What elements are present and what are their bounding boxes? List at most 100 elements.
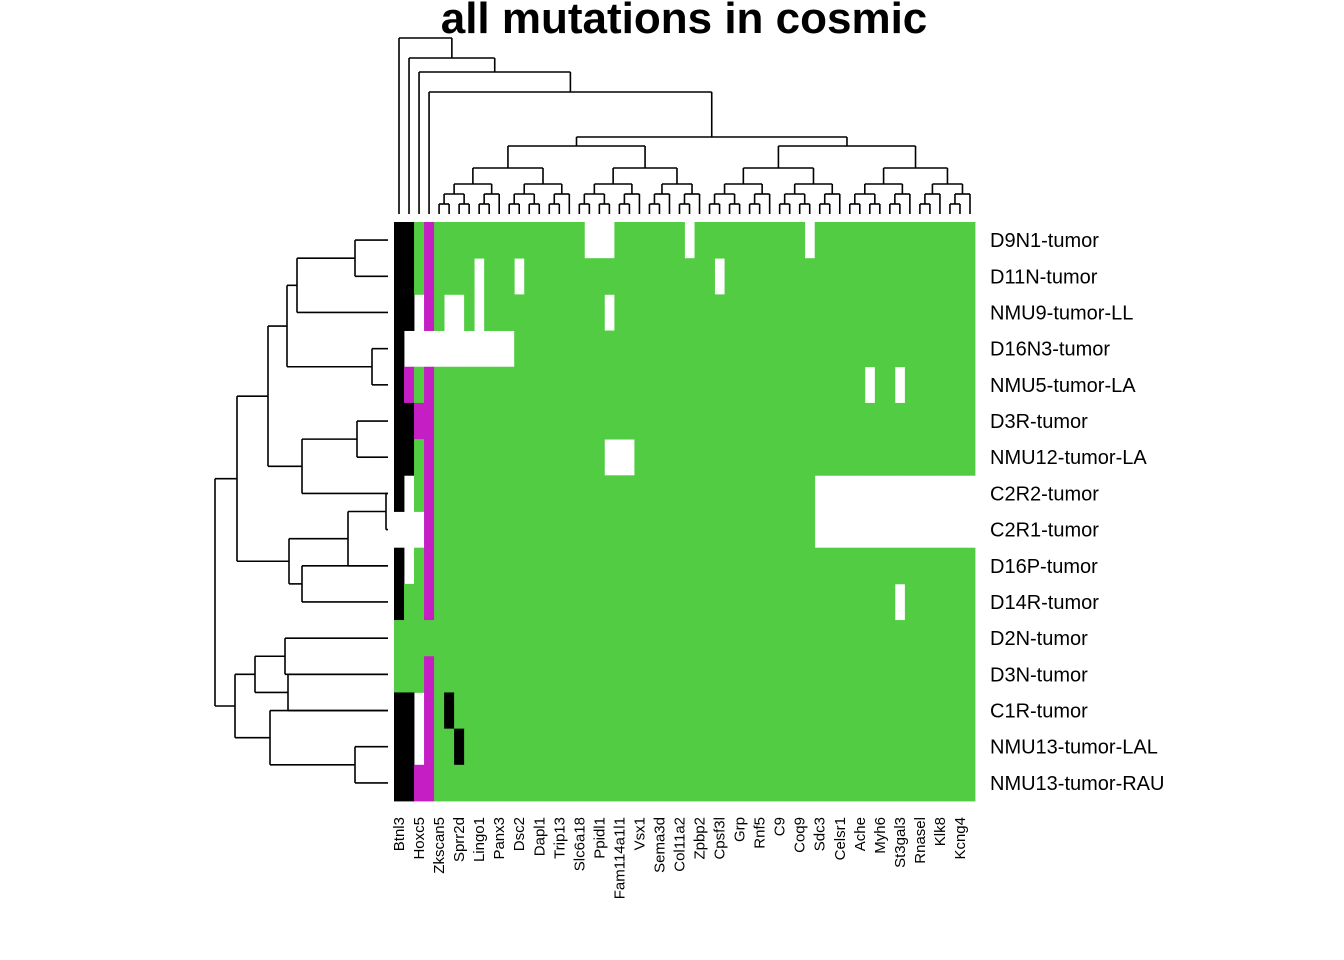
heatmap-cell	[594, 656, 605, 693]
heatmap-cell	[424, 547, 435, 585]
row-label: NMU12-tumor-LA	[990, 447, 1147, 469]
heatmap-cell	[424, 656, 435, 693]
heatmap-cell	[464, 366, 475, 404]
heatmap-cell	[464, 439, 475, 476]
heatmap-cell	[804, 475, 816, 512]
heatmap-cell	[934, 222, 946, 259]
heatmap-cell	[524, 583, 535, 621]
heatmap-cell	[794, 294, 806, 331]
column-label: Myh6	[872, 817, 889, 854]
heatmap-cell	[574, 547, 585, 585]
heatmap-cell	[714, 620, 725, 657]
heatmap-cell	[464, 222, 475, 259]
heatmap-cell	[804, 656, 816, 693]
heatmap-cell	[694, 366, 705, 404]
column-label: Btnl3	[391, 817, 408, 851]
heatmap-cell	[874, 692, 886, 730]
heatmap-cell	[914, 620, 926, 657]
heatmap-cell	[654, 692, 665, 730]
heatmap-cell	[874, 620, 886, 657]
heatmap-cell	[724, 620, 735, 657]
heatmap-cell	[854, 366, 866, 404]
row-label: NMU9-tumor-LL	[990, 303, 1133, 325]
heatmap-cell	[664, 439, 675, 476]
heatmap-cell	[494, 258, 505, 295]
heatmap-cell	[684, 439, 695, 476]
heatmap-cell	[744, 547, 756, 585]
heatmap-cell	[524, 402, 535, 440]
heatmap-cell	[634, 258, 645, 295]
heatmap-cell	[914, 294, 926, 331]
heatmap-cell	[404, 692, 415, 730]
heatmap-cell	[894, 764, 906, 802]
heatmap-cell	[534, 764, 545, 802]
heatmap-cell	[464, 402, 475, 440]
heatmap-cell	[554, 366, 565, 404]
heatmap-cell	[904, 294, 916, 331]
heatmap-cell	[684, 656, 695, 693]
heatmap-cell	[594, 620, 605, 657]
heatmap-cell	[644, 222, 655, 259]
heatmap-cell	[624, 583, 635, 621]
heatmap-cell	[414, 475, 425, 512]
heatmap-cell	[954, 294, 966, 331]
heatmap-cell	[444, 547, 455, 585]
heatmap-cell	[844, 547, 856, 585]
heatmap-cell	[704, 475, 715, 512]
heatmap-cell	[684, 330, 695, 368]
heatmap-cell	[664, 656, 675, 693]
heatmap-cell	[794, 728, 806, 766]
heatmap-cell	[394, 547, 405, 585]
heatmap-cell	[854, 439, 866, 476]
heatmap-cell	[724, 402, 735, 440]
heatmap-cell	[444, 583, 455, 621]
heatmap-cell	[964, 728, 976, 766]
heatmap-cell	[394, 583, 405, 621]
heatmap-cell	[454, 439, 465, 476]
heatmap-cell	[834, 439, 846, 476]
heatmap-cell	[444, 764, 455, 802]
heatmap-cell	[844, 620, 856, 657]
heatmap-cell	[644, 656, 655, 693]
heatmap-cell	[494, 692, 505, 730]
heatmap-cell	[414, 258, 425, 295]
heatmap-cell	[794, 402, 806, 440]
heatmap-cell	[794, 511, 806, 549]
heatmap-cell	[714, 583, 725, 621]
heatmap-cell	[814, 258, 826, 295]
heatmap-cell	[764, 330, 776, 368]
heatmap-cell	[794, 439, 806, 476]
heatmap-cell	[764, 294, 776, 331]
heatmap-cell	[594, 402, 605, 440]
row-labels: D9N1-tumor D11N-tumor NMU9-tumor-LL D16N3-t…	[990, 230, 1164, 795]
heatmap-cell	[424, 692, 435, 730]
heatmap-cell	[404, 222, 415, 259]
heatmap-cell	[854, 764, 866, 802]
column-label: Hoxc5	[411, 817, 428, 860]
heatmap-cell	[424, 583, 435, 621]
heatmap-cell	[694, 583, 705, 621]
heatmap-cell	[934, 583, 946, 621]
heatmap-cell	[524, 439, 535, 476]
heatmap-cell	[734, 439, 746, 476]
heatmap-cell	[784, 620, 796, 657]
heatmap-cell	[734, 764, 746, 802]
heatmap-cell	[664, 620, 675, 657]
heatmap-cell	[834, 583, 846, 621]
heatmap-cell	[594, 692, 605, 730]
heatmap-cell	[494, 583, 505, 621]
column-labels: Btnl3 Hoxc5 Zkscan5 Sprr2d Lingo1 Panx3 Dsc2 Da…	[391, 817, 969, 899]
heatmap-cell	[684, 511, 695, 549]
heatmap-cell	[924, 728, 936, 766]
heatmap-cell	[764, 764, 776, 802]
heatmap-cell	[824, 330, 836, 368]
row-label: NMU13-tumor-LAL	[990, 737, 1158, 759]
heatmap-cell	[654, 330, 665, 368]
heatmap-cell	[784, 294, 796, 331]
heatmap-cell	[644, 728, 655, 766]
heatmap-cell	[804, 620, 816, 657]
heatmap-cell	[874, 656, 886, 693]
heatmap-cell	[774, 692, 786, 730]
heatmap-cell	[464, 728, 475, 766]
heatmap-cell	[894, 258, 906, 295]
